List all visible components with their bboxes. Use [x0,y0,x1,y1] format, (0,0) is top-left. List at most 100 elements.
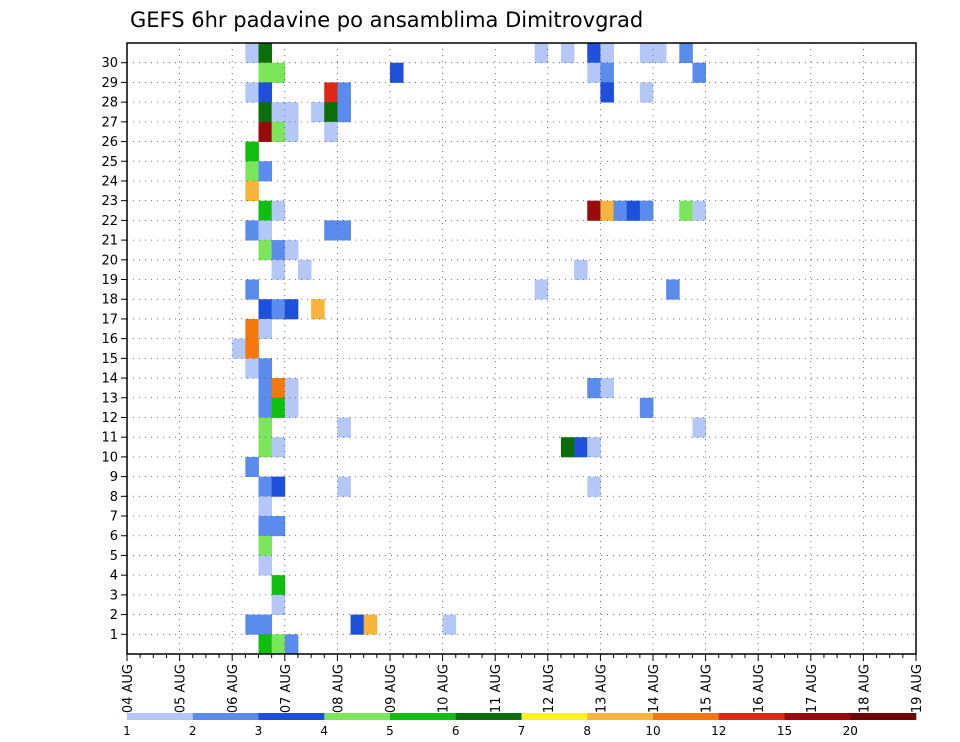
precip-cell [587,62,601,83]
y-tick-label: 21 [101,234,118,249]
colorbar-segment [587,713,654,720]
precip-cell [271,575,286,596]
y-tick-label: 3 [110,588,118,603]
y-tick-label: 9 [110,470,118,485]
colorbar-segment [521,713,588,720]
precip-cell [258,220,273,241]
precip-cell [258,476,273,497]
colorbar-segment [653,713,720,720]
precip-cell [297,259,312,280]
y-tick-label: 25 [101,155,118,170]
precip-cell [258,161,273,182]
precip-cell [626,200,641,221]
precip-cell [324,121,338,142]
y-tick-label: 8 [110,490,118,505]
y-axis: 1234567891011121314151617181920212223242… [101,56,127,643]
y-tick-label: 18 [101,293,118,308]
colorbar-segment [192,713,259,720]
precip-cell [613,200,628,221]
colorbar-label: 3 [255,724,263,738]
colorbar-segment [784,713,851,720]
x-tick-label: 17 AUG [805,664,820,713]
colorbar-label: 5 [386,724,394,738]
precip-cell [534,43,549,64]
precip-cell [258,62,273,83]
precip-cell [258,240,273,261]
precip-cell [271,200,286,221]
x-tick-label: 11 AUG [489,664,504,713]
precip-cell [271,62,286,83]
colorbar-legend: 1 2 3 4 5 6 7 8 10 12 15 20 [123,713,917,738]
precip-cell [245,279,259,300]
precip-cell [258,200,273,221]
precip-cell [337,82,351,103]
y-tick-label: 24 [101,174,118,189]
precip-cell [284,102,299,123]
x-tick-label: 07 AUG [279,664,294,713]
y-tick-label: 26 [101,135,118,150]
y-tick-label: 2 [110,608,118,623]
precip-cell [245,358,259,379]
precip-cell [258,299,273,320]
precip-cell [679,43,693,64]
precip-cell [692,417,706,438]
precip-cell [639,397,654,418]
precip-cell [639,200,654,221]
precip-cell [600,43,614,64]
x-tick-label: 08 AUG [331,664,346,713]
precip-cell [245,456,259,478]
precip-cell [271,121,286,142]
colorbar-segment [455,713,522,720]
precip-cell [337,417,351,438]
y-tick-label: 11 [101,431,118,446]
y-tick-label: 29 [101,76,118,91]
colorbar-label: 7 [518,724,526,738]
precip-cell [350,614,365,635]
precip-cell [258,535,273,556]
precip-cell [284,299,299,320]
precip-cell [258,516,273,537]
precip-cell [692,200,706,221]
precip-cell [232,338,246,359]
precip-cell [284,634,299,655]
colorbar-label: 15 [777,724,792,738]
y-tick-label: 14 [101,372,118,387]
precip-cell [284,378,299,399]
y-tick-label: 7 [110,510,118,525]
precip-cell [639,82,654,103]
chart-title: GEFS 6hr padavine po ansamblima Dimitrov… [130,8,643,32]
precip-cell [245,180,259,202]
precip-cell [258,634,273,655]
precip-cell [587,437,601,458]
x-tick-label: 06 AUG [226,664,241,713]
precip-cell [271,102,286,123]
precip-cell [363,614,378,635]
precip-cell [284,397,299,418]
precip-cell [271,259,286,280]
precip-cell [258,318,273,340]
precip-cell [560,43,575,64]
precip-cell [245,82,259,103]
precip-cell [245,220,259,241]
x-tick-label: 15 AUG [700,664,715,713]
x-tick-label: 10 AUG [437,664,452,713]
y-tick-label: 5 [110,549,118,564]
x-tick-label: 19 AUG [910,664,925,713]
precip-cell [600,82,614,103]
precip-cell [258,43,273,64]
precipitation-cells [232,43,706,655]
y-tick-label: 19 [101,273,118,288]
y-tick-label: 22 [101,214,118,229]
y-tick-label: 27 [101,115,118,130]
precip-cell [560,437,575,458]
precip-cell [600,62,614,83]
precip-cell [324,220,338,241]
x-tick-label: 04 AUG [121,664,136,713]
colorbar-label: 12 [711,724,726,738]
x-tick-label: 05 AUG [174,664,189,713]
colorbar-segment [718,713,785,720]
precip-cell [245,318,259,340]
precip-cell [258,397,273,418]
colorbar-label: 8 [583,724,591,738]
